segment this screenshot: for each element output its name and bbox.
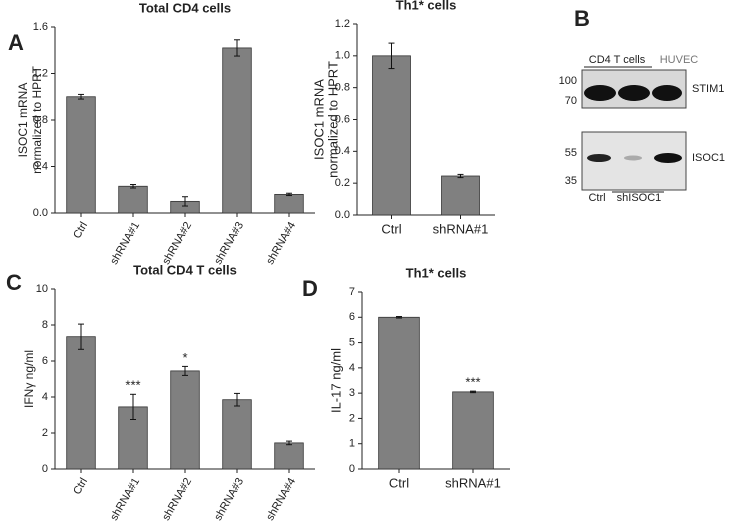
bar — [274, 442, 304, 470]
panel-label: B — [574, 6, 590, 31]
bar — [274, 193, 304, 214]
x-tick-label: shRNA#2 — [160, 476, 194, 521]
bar — [452, 391, 494, 470]
y-tick-label: 0.8 — [33, 114, 48, 126]
y-tick-label: 4 — [349, 362, 355, 374]
x-tick-label: Ctrl — [389, 475, 409, 490]
x-tick-label: shRNA#1 — [108, 476, 142, 521]
bar — [222, 47, 252, 214]
y-axis-label: IFNγ ng/ml — [22, 350, 36, 408]
y-tick-label: 1.0 — [335, 50, 350, 62]
western-blot: CD4 T cells HUVEC 100 70 STIM1 55 35 ISO… — [559, 54, 725, 204]
x-tick-label: shRNA#4 — [264, 476, 298, 521]
x-tick-label: Ctrl — [71, 476, 90, 497]
y-tick-label: 1.2 — [33, 67, 48, 79]
panel-label: D — [302, 276, 318, 301]
y-tick-label: 2 — [349, 412, 355, 424]
lane-label: Ctrl — [588, 192, 605, 204]
band — [652, 85, 682, 101]
chart-title: Th1* cells — [396, 0, 457, 12]
bar — [170, 370, 200, 470]
x-tick-label: shRNA#1 — [445, 475, 501, 490]
band — [584, 85, 616, 101]
y-tick-label: 0.0 — [335, 209, 350, 221]
x-tick-label: shRNA#3 — [212, 220, 246, 267]
significance: *** — [465, 375, 480, 390]
mw-marker: 55 — [565, 147, 577, 159]
band — [654, 153, 682, 163]
y-axis-label: normalized to HPRT — [325, 61, 340, 178]
x-tick-label: shRNA#1 — [433, 221, 489, 236]
y-tick-label: 8 — [42, 319, 48, 331]
y-tick-label: 2 — [42, 427, 48, 439]
significance: * — [182, 350, 187, 365]
y-tick-label: 6 — [42, 355, 48, 367]
band — [618, 85, 650, 101]
lane-group: CD4 T cells — [589, 54, 646, 66]
mw-marker: 70 — [565, 95, 577, 107]
panel-label: A — [8, 30, 24, 55]
bar — [441, 175, 480, 216]
x-tick-label: shRNA#1 — [108, 220, 142, 267]
y-tick-label: 0.0 — [33, 207, 48, 219]
x-tick-label: shRNA#2 — [160, 220, 194, 267]
bar — [66, 336, 96, 470]
bar — [372, 55, 411, 216]
y-axis-label: normalized to HPRT — [30, 65, 44, 173]
y-tick-label: 3 — [349, 387, 355, 399]
bar — [378, 316, 420, 470]
y-tick-label: 0 — [42, 463, 48, 475]
mw-marker: 35 — [565, 175, 577, 187]
bar — [118, 185, 148, 214]
chart-title: Total CD4 cells — [139, 0, 231, 15]
y-tick-label: 4 — [42, 391, 48, 403]
y-tick-label: 6 — [349, 311, 355, 323]
y-tick-label: 10 — [36, 283, 48, 295]
x-tick-label: shRNA#4 — [264, 220, 298, 267]
y-tick-label: 5 — [349, 336, 355, 348]
mw-marker: 100 — [559, 75, 577, 87]
protein-label: STIM1 — [692, 83, 724, 95]
y-tick-label: 0 — [349, 463, 355, 475]
bar — [66, 96, 96, 214]
y-axis-label: IL-17 ng/ml — [328, 348, 343, 413]
chart-title: Th1* cells — [406, 265, 467, 280]
x-tick-label: shRNA#3 — [212, 476, 246, 521]
chart-title: Total CD4 T cells — [133, 262, 237, 277]
x-tick-label: Ctrl — [381, 221, 401, 236]
y-tick-label: 0.4 — [335, 145, 350, 157]
y-axis-label: ISOC1 mRNA — [16, 83, 30, 158]
band — [587, 154, 611, 162]
panel-label: C — [6, 270, 22, 295]
y-tick-label: 1.6 — [33, 21, 48, 33]
lane-label: HUVEC — [660, 54, 699, 66]
y-tick-label: 0.2 — [335, 177, 350, 189]
y-tick-label: 0.6 — [335, 113, 350, 125]
y-axis-label: ISOC1 mRNA — [311, 79, 326, 160]
band — [624, 155, 642, 161]
y-tick-label: 0.4 — [33, 160, 48, 172]
y-tick-label: 1.2 — [335, 18, 350, 30]
protein-label: ISOC1 — [692, 152, 725, 164]
significance: *** — [125, 378, 140, 393]
y-tick-label: 0.8 — [335, 82, 350, 94]
lane-label: shISOC1 — [617, 192, 662, 204]
bar — [222, 399, 252, 470]
y-tick-label: 1 — [349, 438, 355, 450]
x-tick-label: Ctrl — [71, 220, 90, 241]
y-tick-label: 7 — [349, 286, 355, 298]
